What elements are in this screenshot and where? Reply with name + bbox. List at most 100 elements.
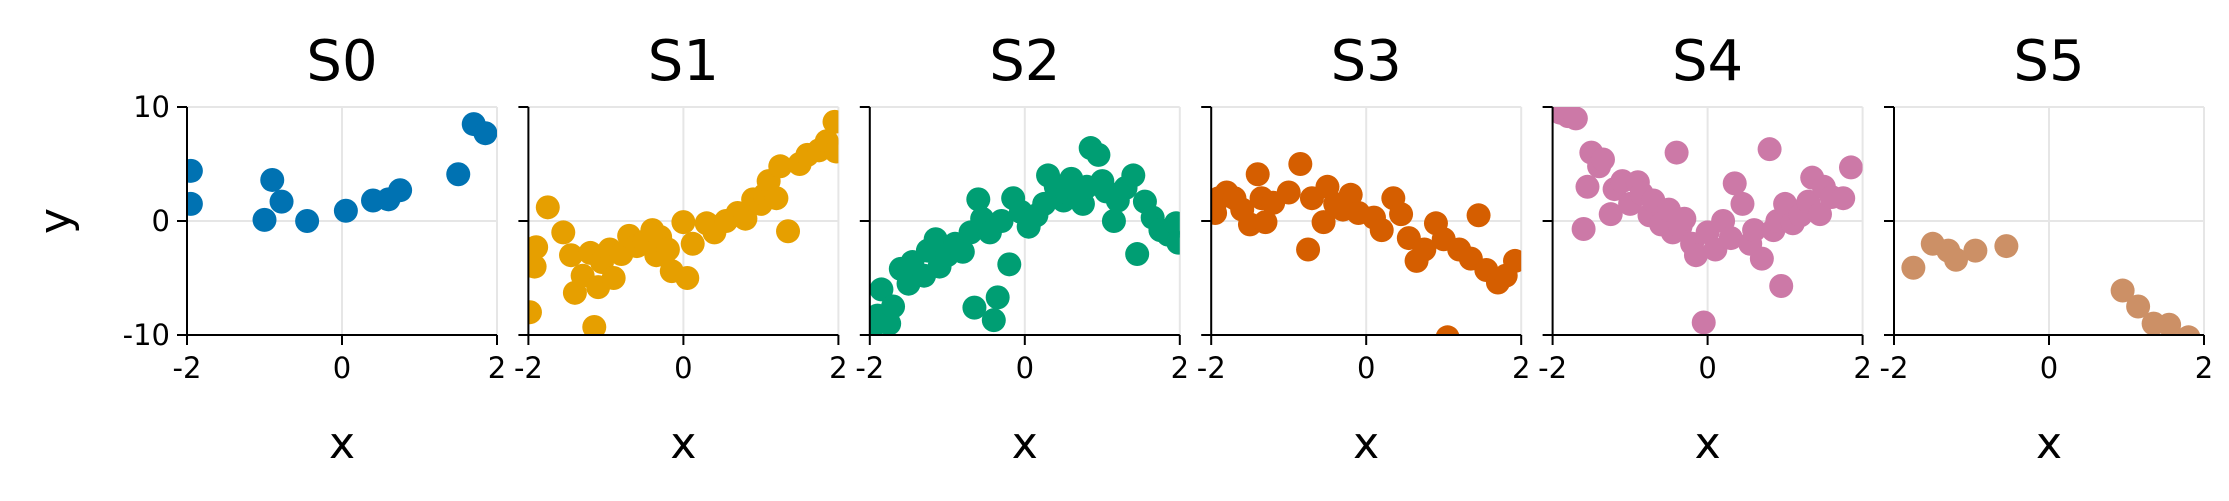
data-point [768,154,793,179]
data-point [1101,209,1126,233]
point-group [1901,231,2201,335]
x-axis-label: x [1012,418,1038,469]
y-tick-label: 0 [152,204,170,238]
data-point [1831,186,1856,211]
data-point [1807,202,1832,227]
point-group [1552,107,1863,335]
data-point [776,219,801,244]
data-point [1245,162,1270,187]
data-point [2176,325,2201,335]
data-point [1683,243,1708,268]
panel-s4: -2 0 2 S4 x [1538,29,1872,469]
data-point [1253,210,1278,235]
x-tick-label: 0 [333,351,351,385]
data-point [1466,203,1491,228]
data-point [1901,255,1926,280]
data-point [1563,107,1588,131]
data-point [997,252,1022,277]
data-point [1125,242,1150,267]
data-point [989,209,1014,233]
panel-s3: -2 0 2 S3 x [1197,29,1531,469]
x-tick-label: 2 [2195,351,2213,385]
data-point [869,277,894,302]
data-point [1338,182,1363,207]
data-point [1757,137,1782,162]
data-point [1503,248,1522,273]
data-point [1369,218,1394,243]
data-point [1691,310,1716,335]
data-point [187,158,203,183]
data-point [764,186,789,211]
x-axis-label: x [1695,418,1721,469]
x-tick-label: -2 [855,351,884,385]
data-point [528,254,547,279]
data-point [1672,206,1697,231]
data-point [1571,216,1596,241]
point-group [528,109,839,335]
x-tick-label: -2 [173,351,202,385]
x-axis-label: x [329,418,355,469]
data-point [473,121,497,146]
data-point [535,195,560,220]
data-point [269,189,294,214]
x-tick-label: 0 [1698,351,1716,385]
data-point [388,178,413,203]
y-axis-label: y [30,208,81,234]
data-point [824,139,839,164]
data-point [528,300,542,325]
x-tick-label: -2 [1197,351,1226,385]
x-tick-label: 2 [829,351,847,385]
panel-s2: -2 0 2 S2 x [855,29,1189,469]
x-axis-label: x [2036,418,2062,469]
x-tick-label: 0 [674,351,692,385]
data-point [1742,218,1767,243]
x-tick-label: 2 [1171,351,1189,385]
data-point [1163,211,1180,236]
data-point [1435,325,1460,335]
data-point [1288,152,1313,176]
y-tick-label: 10 [133,90,170,124]
data-point [252,207,277,232]
data-point [1032,191,1057,216]
panel-s1: -2 0 2 S1 x [514,29,848,469]
x-axis-label: x [670,418,696,469]
data-point [1276,180,1301,205]
data-point [1121,163,1146,188]
data-point [260,167,285,192]
data-point [528,235,549,260]
x-tick-label: -2 [1538,351,1567,385]
data-point [1944,247,1968,272]
data-point [1296,237,1321,262]
data-point [950,239,975,264]
data-point [985,285,1010,310]
data-point [1389,202,1414,227]
data-point [582,315,607,335]
panel-title: S2 [989,29,1060,94]
data-point [2110,278,2135,303]
data-point [1598,202,1623,227]
point-group [1211,152,1522,335]
x-tick-label: -2 [1880,351,1909,385]
data-point [601,266,626,290]
data-point [981,308,1006,333]
data-point [559,243,584,268]
data-point [671,210,696,235]
data-point [680,231,705,256]
data-point [1718,226,1743,251]
panel-title: S3 [1331,29,1402,94]
data-point [1166,230,1180,255]
data-point [1963,238,1988,263]
panel-s0: -10 0 10 -2 0 2 S0 x [123,29,507,469]
data-point [1412,237,1437,262]
data-point [551,220,576,245]
data-point [1838,155,1863,180]
data-point [1575,174,1600,199]
data-point [1994,234,2019,259]
panel-title: S0 [306,29,377,94]
data-point [446,162,471,187]
data-point [2126,294,2151,319]
data-point [1590,147,1615,172]
panel-title: S1 [648,29,719,94]
data-point [655,237,680,262]
